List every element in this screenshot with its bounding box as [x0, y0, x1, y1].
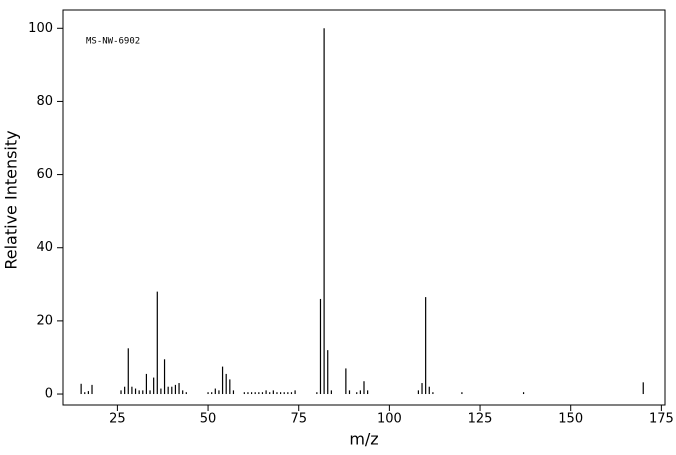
annotation: MS-NW-6902: [86, 37, 140, 47]
y-axis-label: Relative Intensity: [2, 130, 21, 269]
y-tick-label: 0: [45, 387, 53, 402]
x-tick-label: 75: [290, 412, 307, 427]
plot-frame: [62, 9, 666, 406]
x-tick-label: 25: [109, 412, 126, 427]
y-tick-label: 20: [36, 313, 53, 328]
x-tick-label: 150: [558, 412, 583, 427]
y-tick-label: 60: [36, 167, 53, 182]
y-tick-label: 80: [36, 94, 53, 109]
y-tick-label: 100: [28, 21, 53, 36]
x-axis-label: m/z: [349, 430, 378, 449]
x-tick-label: 125: [468, 412, 493, 427]
x-tick-label: 50: [200, 412, 217, 427]
y-tick-label: 40: [36, 240, 53, 255]
x-tick-label: 100: [377, 412, 402, 427]
x-tick-label: 175: [649, 412, 674, 427]
